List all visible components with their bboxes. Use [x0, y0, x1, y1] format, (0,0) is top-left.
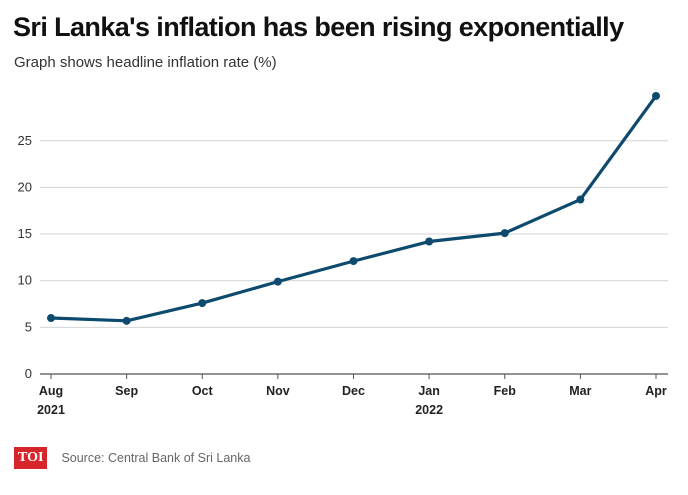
- y-tick-label: 15: [18, 226, 32, 241]
- data-point: [47, 314, 55, 323]
- x-tick-label: Dec: [342, 384, 365, 398]
- y-tick-label: 25: [18, 133, 32, 148]
- y-tick-label: 20: [18, 179, 32, 194]
- footer: TOI Source: Central Bank of Sri Lanka: [14, 447, 250, 469]
- data-point: [652, 91, 660, 100]
- data-point: [500, 229, 509, 238]
- x-tick-label: Mar: [569, 384, 591, 398]
- chart-subtitle: Graph shows headline inflation rate (%): [14, 54, 277, 71]
- x-tick-label: Oct: [192, 384, 214, 398]
- source-note: Source: Central Bank of Sri Lanka: [61, 451, 251, 465]
- x-tick-label: Jan: [418, 384, 440, 398]
- y-tick-label: 5: [25, 319, 32, 334]
- x-tick-label: Nov: [266, 384, 290, 398]
- data-point: [273, 277, 282, 286]
- data-point: [349, 257, 358, 266]
- toi-logo: TOI: [14, 447, 48, 469]
- y-tick-label: 0: [25, 366, 32, 381]
- x-tick-label: Feb: [494, 384, 517, 398]
- series-line: [49, 94, 658, 323]
- chart-title: Sri Lanka's inflation has been rising ex…: [13, 12, 624, 42]
- y-tick-label: 10: [18, 273, 32, 288]
- x-tick-label: Aug: [39, 384, 63, 398]
- x-tick-label: 2021: [37, 403, 65, 417]
- x-tick-label: 2022: [415, 403, 443, 417]
- line-chart: 0 5 10 15 20 25 Aug 2021 Sep Oct Nov Dec Jan 2022 Feb M…: [18, 91, 668, 417]
- data-point: [576, 195, 585, 204]
- data-point: [122, 316, 131, 325]
- x-tick-label: Sep: [115, 384, 138, 398]
- data-point: [198, 299, 207, 308]
- x-tick-label: Apr: [645, 384, 667, 398]
- data-point: [425, 237, 434, 246]
